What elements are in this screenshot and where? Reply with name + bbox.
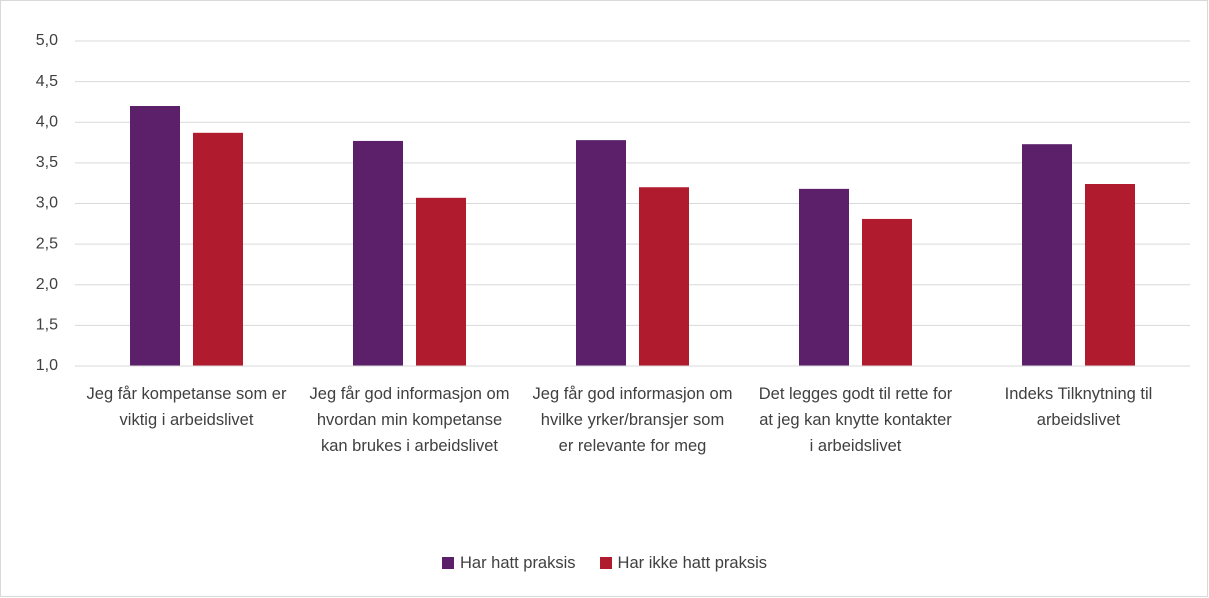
- y-tick-label: 4,0: [36, 113, 58, 130]
- bar: [576, 140, 626, 366]
- legend-swatch: [441, 557, 454, 569]
- bar: [353, 140, 403, 366]
- x-tick-label: Jeg får god informasjon om hvordan min k…: [309, 385, 510, 455]
- y-tick-label: 2,0: [36, 276, 58, 293]
- y-tick-label: 5,0: [36, 32, 58, 49]
- bar: [1085, 184, 1135, 366]
- x-tick-label: Jeg får kompetanse som er viktig i arbei…: [86, 385, 287, 429]
- legend-item: Har ikke hatt praksis: [599, 554, 767, 573]
- y-tick-label: 1,0: [36, 357, 58, 374]
- bar: [799, 188, 849, 366]
- x-tick-label: Jeg får god informasjon om hvilke yrker/…: [532, 385, 733, 455]
- bar: [862, 218, 912, 366]
- y-tick-label: 4,5: [36, 73, 58, 90]
- bar: [1022, 144, 1072, 366]
- legend-label: Har ikke hatt praksis: [617, 554, 767, 572]
- x-tick-label: Det legges godt til rette for at jeg kan…: [758, 385, 953, 455]
- y-tick-label: 3,5: [36, 154, 58, 171]
- legend: Har hatt praksis Har ikke hatt praksis: [0, 554, 1209, 573]
- y-tick-label: 3,0: [36, 195, 58, 212]
- x-tick-label: Indeks Tilknytning til arbeidslivet: [1004, 385, 1153, 429]
- y-tick-label: 2,5: [36, 235, 58, 252]
- y-tick-label: 1,5: [36, 317, 58, 334]
- legend-item: Har hatt praksis: [441, 554, 576, 573]
- bar: [193, 132, 243, 366]
- bar: [639, 187, 689, 366]
- bar: [416, 197, 466, 366]
- legend-label: Har hatt praksis: [459, 554, 576, 572]
- legend-swatch: [599, 557, 612, 569]
- bar: [130, 106, 180, 366]
